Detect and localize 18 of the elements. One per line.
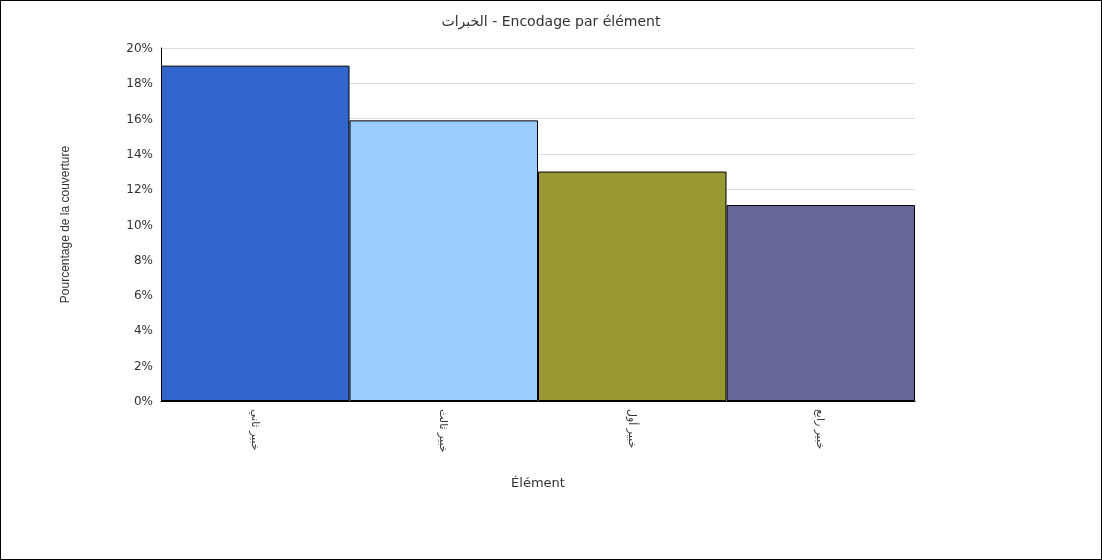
- y-tick-label: 16%: [126, 111, 153, 126]
- y-tick-label: 18%: [126, 76, 153, 91]
- x-tick-label: خبير ثاني: [248, 409, 262, 451]
- x-tick-label: خبير أول: [625, 409, 640, 449]
- y-tick-label: 6%: [133, 288, 153, 303]
- y-tick-label: 20%: [126, 41, 153, 55]
- y-tick-label: 2%: [133, 358, 153, 373]
- x-tick-label: خبير رابع: [814, 409, 828, 450]
- y-tick-label: 12%: [126, 182, 153, 197]
- y-tick-label: 14%: [126, 146, 153, 161]
- x-tick-label: خبير ثالث: [437, 409, 451, 453]
- chart-title: الخبرات - Encodage par élément: [441, 13, 661, 30]
- y-tick-label: 10%: [126, 217, 153, 232]
- y-axis-title: Pourcentage de la couverture: [58, 145, 72, 304]
- y-tick-label: 4%: [133, 323, 153, 338]
- x-axis-title: Élément: [511, 475, 565, 490]
- y-tick-label: 8%: [133, 252, 153, 267]
- y-tick-label: 0%: [133, 394, 153, 408]
